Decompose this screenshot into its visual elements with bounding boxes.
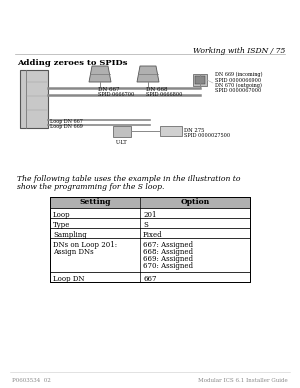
Text: SPID 0666800: SPID 0666800 xyxy=(146,92,182,97)
Text: DN 668: DN 668 xyxy=(146,87,167,92)
Text: Modular ICS 6.1 Installer Guide: Modular ICS 6.1 Installer Guide xyxy=(198,378,288,383)
Bar xyxy=(50,197,250,208)
Text: SPID 0000067000: SPID 0000067000 xyxy=(215,88,261,94)
Text: 668: Assigned: 668: Assigned xyxy=(143,248,193,256)
Text: S: S xyxy=(143,221,148,229)
Text: Loop DN 667: Loop DN 667 xyxy=(50,119,83,124)
Text: The following table uses the example in the illustration to: The following table uses the example in … xyxy=(17,175,241,183)
Text: U-LT: U-LT xyxy=(116,140,128,145)
Text: 669: Assigned: 669: Assigned xyxy=(143,255,193,263)
Bar xyxy=(20,70,48,128)
Bar xyxy=(50,208,250,218)
Bar xyxy=(50,238,250,272)
Polygon shape xyxy=(137,66,159,82)
Bar xyxy=(50,272,250,282)
Bar xyxy=(50,218,250,228)
Text: Loop: Loop xyxy=(53,211,70,219)
Text: Type: Type xyxy=(53,221,70,229)
Bar xyxy=(160,126,182,136)
Text: 670: Assigned: 670: Assigned xyxy=(143,262,193,270)
Text: Fixed: Fixed xyxy=(143,231,163,239)
Text: show the programming for the S loop.: show the programming for the S loop. xyxy=(17,183,164,191)
Text: Loop DN: Loop DN xyxy=(53,275,85,283)
Bar xyxy=(50,197,250,282)
Bar xyxy=(113,126,131,137)
Text: Loop DN 669: Loop DN 669 xyxy=(50,124,83,129)
Polygon shape xyxy=(89,66,111,82)
Text: SPID 0000027500: SPID 0000027500 xyxy=(184,133,230,138)
Text: DNs on Loop 201:: DNs on Loop 201: xyxy=(53,241,117,249)
Text: P0603534  02: P0603534 02 xyxy=(12,378,51,383)
Text: SPID 0666700: SPID 0666700 xyxy=(98,92,134,97)
Text: Adding zeroes to SPIDs: Adding zeroes to SPIDs xyxy=(17,59,128,67)
Text: 201: 201 xyxy=(143,211,157,219)
Text: DN 667: DN 667 xyxy=(98,87,119,92)
Text: Setting: Setting xyxy=(79,199,111,206)
Text: Assign DNs: Assign DNs xyxy=(53,248,94,256)
Text: Sampling: Sampling xyxy=(53,231,87,239)
Text: Working with ISDN / 75: Working with ISDN / 75 xyxy=(193,47,285,55)
Bar xyxy=(193,74,207,86)
Bar xyxy=(195,76,205,84)
Text: DN 670 (outgoing): DN 670 (outgoing) xyxy=(215,83,262,88)
Text: 667: Assigned: 667: Assigned xyxy=(143,241,193,249)
Text: SPID 0000066900: SPID 0000066900 xyxy=(215,78,261,83)
Text: 667: 667 xyxy=(143,275,157,283)
Text: DN 669 (incoming): DN 669 (incoming) xyxy=(215,72,262,77)
Text: DN 275: DN 275 xyxy=(184,128,205,133)
Text: Option: Option xyxy=(180,199,210,206)
Bar xyxy=(50,228,250,238)
